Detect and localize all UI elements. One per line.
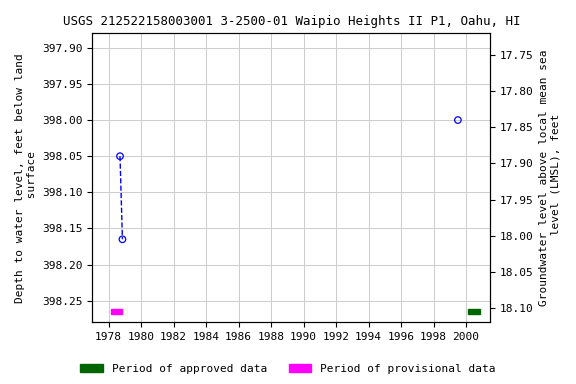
Y-axis label: Depth to water level, feet below land
 surface: Depth to water level, feet below land su… [15, 53, 37, 303]
Bar [468, 310, 480, 314]
Title: USGS 212522158003001 3-2500-01 Waipio Heights II P1, Oahu, HI: USGS 212522158003001 3-2500-01 Waipio He… [63, 15, 520, 28]
Bar [111, 310, 123, 314]
Point [118, 236, 127, 242]
Point [115, 153, 124, 159]
Legend: Period of approved data, Period of provisional data: Period of approved data, Period of provi… [76, 359, 500, 379]
Point [453, 117, 463, 123]
Y-axis label: Groundwater level above local mean sea
 level (LMSL), feet: Groundwater level above local mean sea l… [539, 50, 561, 306]
